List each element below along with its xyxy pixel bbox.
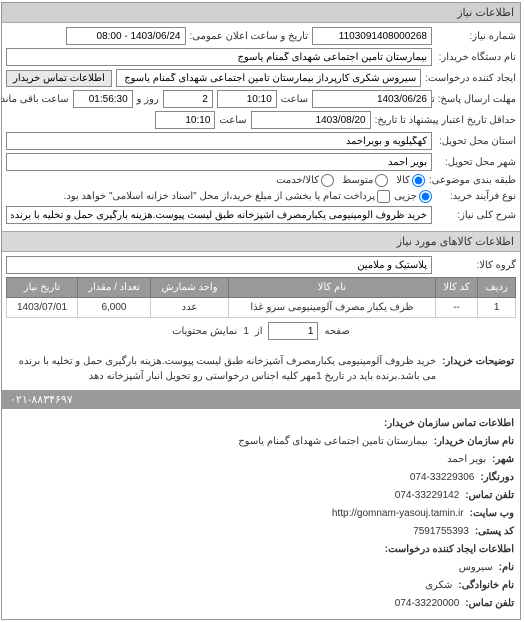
radio-service-label: کالا/خدمت: [277, 175, 320, 186]
td-name: ظرف یکبار مصرف آلومینیومی سرو غذا: [230, 298, 437, 318]
contact-org: بیمارستان تامین اجتماعی شهدای گمنام یاسو…: [239, 433, 429, 451]
creator-section-title: اطلاعات ایجاد کننده درخواست:: [386, 541, 515, 559]
contact-city-label: شهر:: [493, 451, 515, 469]
td-date: 1403/07/01: [8, 298, 79, 318]
radio-partial-label: جزیی: [395, 191, 418, 202]
checkbox-payment-note[interactable]: پرداخت تمام یا بخشی از مبلغ خرید،از محل …: [65, 190, 392, 203]
pager: صفحه از 1 نمایش محتویات: [7, 318, 517, 344]
panel-title: اطلاعات نیاز: [3, 3, 521, 23]
th-qty: تعداد / مقدار: [79, 278, 152, 298]
notes-label: توضیحات خریدار:: [443, 354, 515, 384]
payment-label: نوع فرآیند خرید:: [437, 191, 517, 202]
deadline-time-input[interactable]: [218, 90, 278, 108]
notes-text: خرید ظروف آلومینیومی یکبارمصرف آشپزخانه …: [9, 354, 437, 384]
contact-postal: 7591755393: [414, 523, 470, 541]
city-input[interactable]: [7, 153, 433, 171]
announce-input[interactable]: [67, 27, 187, 45]
validity-date-input[interactable]: [252, 111, 372, 129]
request-no-input[interactable]: [313, 27, 433, 45]
radio-medium[interactable]: متوسط: [343, 174, 389, 187]
table-header-row: ردیف کد کالا نام کالا واحد شمارش تعداد /…: [8, 278, 517, 298]
time-label-2: ساعت: [220, 115, 247, 126]
creator-family: شکری: [426, 577, 453, 595]
city-label: شهر محل تحویل:: [437, 157, 517, 168]
contact-section-title: اطلاعات تماس سازمان خریدار:: [385, 415, 515, 433]
pager-page-label: صفحه: [325, 326, 350, 337]
contact-fax: 074-33229306: [411, 469, 476, 487]
pager-per-page-label: نمایش محتویات: [173, 326, 238, 337]
items-table: ردیف کد کالا نام کالا واحد شمارش تعداد /…: [7, 277, 517, 318]
remaining-label: ساعت باقی مانده: [0, 94, 70, 105]
days-input[interactable]: [164, 90, 214, 108]
th-index: ردیف: [479, 278, 517, 298]
deadline-label: مهلت ارسال پاسخ: تا تاریخ:: [437, 94, 517, 105]
th-code: کد کالا: [436, 278, 478, 298]
radio-medium-label: متوسط: [343, 175, 374, 186]
td-index: 1: [479, 298, 517, 318]
creator-name-label: نام:: [500, 559, 515, 577]
province-input[interactable]: [7, 132, 433, 150]
province-label: استان محل تحویل:: [437, 136, 517, 147]
contact-phone-label: تلفن تماس:: [466, 487, 515, 505]
radio-service-input[interactable]: [322, 174, 335, 187]
th-date: تاریخ نیاز: [8, 278, 79, 298]
td-unit: عدد: [151, 298, 229, 318]
item-group-label: گروه کالا:: [437, 260, 517, 271]
requester-label: ایجاد کننده درخواست:: [426, 73, 517, 84]
radio-partial[interactable]: جزیی: [395, 190, 433, 203]
payment-note: پرداخت تمام یا بخشی از مبلغ خرید،از محل …: [65, 191, 377, 202]
classification-label: طبقه بندی موضوعی:: [430, 175, 517, 186]
deadline-date-input[interactable]: [313, 90, 433, 108]
footer-phone: ۰۲۱-۸۸۳۴۶۹۷: [3, 390, 521, 409]
validity-label: حداقل تاریخ اعتبار پیشنهاد تا تاریخ:: [376, 115, 517, 126]
validity-time-input[interactable]: [156, 111, 216, 129]
requester-input[interactable]: [117, 69, 422, 87]
days-label: روز و: [138, 94, 160, 105]
contact-fax-label: دورنگار:: [481, 469, 515, 487]
pager-of-label: از: [256, 326, 264, 337]
contact-city: بویر احمد: [448, 451, 487, 469]
contact-button[interactable]: اطلاعات تماس خریدار: [7, 70, 113, 87]
pager-total: 1: [244, 326, 250, 337]
item-group-input[interactable]: [7, 256, 433, 274]
buyer-org-input[interactable]: [7, 48, 433, 66]
th-name: نام کالا: [230, 278, 437, 298]
th-unit: واحد شمارش: [151, 278, 229, 298]
radio-goods-input[interactable]: [413, 174, 426, 187]
contact-org-label: نام سازمان خریدار:: [435, 433, 515, 451]
announce-label: تاریخ و ساعت اعلان عمومی:: [191, 31, 310, 42]
creator-family-label: نام خانوادگی:: [459, 577, 515, 595]
pager-page-input[interactable]: [269, 322, 319, 340]
creator-phone-label: تلفن تماس:: [466, 595, 515, 613]
payment-checkbox[interactable]: [378, 190, 391, 203]
radio-service[interactable]: کالا/خدمت: [277, 174, 335, 187]
request-no-label: شماره نیاز:: [437, 31, 517, 42]
time-label-1: ساعت: [282, 94, 309, 105]
contact-phone: 074-33229142: [396, 487, 461, 505]
contact-website: http://gomnam-yasouj.tamin.ir: [333, 505, 465, 523]
td-code: --: [436, 298, 478, 318]
contact-postal-label: کد پستی:: [476, 523, 515, 541]
td-qty: 6,000: [79, 298, 152, 318]
radio-goods[interactable]: کالا: [397, 174, 426, 187]
creator-name: سیروس: [460, 559, 494, 577]
creator-phone: 074-33220000: [396, 595, 461, 613]
desc-label: شرح کلی نیاز:: [437, 210, 517, 221]
desc-input[interactable]: [7, 206, 433, 224]
buyer-org-label: نام دستگاه خریدار:: [437, 52, 517, 63]
table-row[interactable]: 1 -- ظرف یکبار مصرف آلومینیومی سرو غذا ع…: [8, 298, 517, 318]
radio-goods-label: کالا: [397, 175, 411, 186]
remaining-time-input[interactable]: [74, 90, 134, 108]
radio-medium-input[interactable]: [376, 174, 389, 187]
items-section-title: اطلاعات کالاهای مورد نیاز: [3, 231, 521, 252]
radio-partial-input[interactable]: [420, 190, 433, 203]
contact-website-label: وب سایت:: [471, 505, 515, 523]
